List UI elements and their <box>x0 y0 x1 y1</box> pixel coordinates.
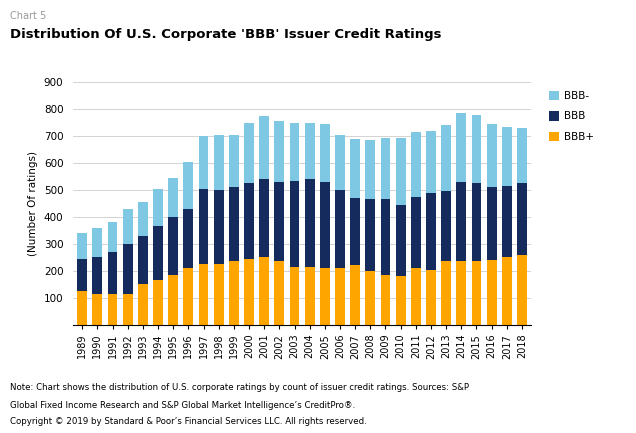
Bar <box>335 268 345 325</box>
Bar <box>229 135 238 187</box>
Bar <box>471 115 481 183</box>
Bar <box>502 257 512 325</box>
Bar <box>487 260 497 325</box>
Bar <box>198 189 209 264</box>
Bar <box>517 255 527 325</box>
Bar <box>441 191 451 262</box>
Bar <box>244 123 254 183</box>
Bar <box>214 264 224 325</box>
Bar <box>183 209 193 268</box>
Bar <box>411 268 421 325</box>
Bar <box>274 262 284 325</box>
Bar <box>78 233 87 259</box>
Bar <box>502 127 512 186</box>
Bar <box>138 202 148 236</box>
Bar <box>289 267 300 325</box>
Bar <box>457 113 466 182</box>
Bar <box>244 259 254 325</box>
Bar <box>214 190 224 264</box>
Bar <box>107 252 118 294</box>
Bar <box>78 291 87 325</box>
Text: Distribution Of U.S. Corporate 'BBB' Issuer Credit Ratings: Distribution Of U.S. Corporate 'BBB' Iss… <box>10 28 441 41</box>
Bar <box>487 187 497 260</box>
Bar <box>350 265 360 325</box>
Bar <box>123 209 133 244</box>
Text: Chart 5: Chart 5 <box>10 11 46 21</box>
Legend: BBB-, BBB, BBB+: BBB-, BBB, BBB+ <box>546 87 597 145</box>
Bar <box>183 268 193 325</box>
Text: Global Fixed Income Research and S&P Global Market Intelligence’s CreditPro®.: Global Fixed Income Research and S&P Glo… <box>10 401 355 410</box>
Bar <box>123 244 133 294</box>
Bar <box>214 135 224 190</box>
Bar <box>366 271 375 325</box>
Bar <box>320 268 330 325</box>
Bar <box>198 264 209 325</box>
Bar <box>107 223 118 252</box>
Bar <box>229 262 238 325</box>
Bar <box>169 178 178 217</box>
Bar <box>335 190 345 268</box>
Bar <box>471 183 481 262</box>
Bar <box>426 131 436 193</box>
Bar <box>380 275 391 325</box>
Bar <box>396 205 406 276</box>
Bar <box>366 200 375 271</box>
Bar <box>457 262 466 325</box>
Bar <box>153 280 163 325</box>
Bar <box>396 276 406 325</box>
Bar <box>92 228 102 257</box>
Bar <box>366 140 375 200</box>
Bar <box>471 262 481 325</box>
Bar <box>517 183 527 255</box>
Bar <box>320 182 330 268</box>
Bar <box>426 269 436 325</box>
Bar <box>153 226 163 280</box>
Text: Copyright © 2019 by Standard & Poor’s Financial Services LLC. All rights reserve: Copyright © 2019 by Standard & Poor’s Fi… <box>10 417 366 426</box>
Bar <box>411 132 421 197</box>
Bar <box>320 124 330 182</box>
Bar <box>457 182 466 262</box>
Bar <box>169 275 178 325</box>
Bar <box>350 139 360 198</box>
Bar <box>502 186 512 257</box>
Bar <box>487 124 497 187</box>
Bar <box>92 294 102 325</box>
Bar <box>305 267 315 325</box>
Y-axis label: (Number Of ratings): (Number Of ratings) <box>28 151 38 256</box>
Bar <box>259 179 269 257</box>
Bar <box>380 138 391 200</box>
Bar <box>123 294 133 325</box>
Bar <box>92 257 102 294</box>
Bar <box>138 284 148 325</box>
Bar <box>183 162 193 209</box>
Bar <box>441 262 451 325</box>
Bar <box>380 200 391 275</box>
Bar <box>335 135 345 190</box>
Bar <box>305 179 315 267</box>
Bar <box>517 128 527 183</box>
Bar <box>138 236 148 284</box>
Bar <box>107 294 118 325</box>
Bar <box>274 182 284 262</box>
Bar <box>198 136 209 189</box>
Text: Note: Chart shows the distribution of U.S. corporate ratings by count of issuer : Note: Chart shows the distribution of U.… <box>10 383 469 392</box>
Bar <box>396 138 406 205</box>
Bar <box>78 259 87 291</box>
Bar <box>289 181 300 267</box>
Bar <box>350 198 360 265</box>
Bar <box>153 189 163 226</box>
Bar <box>441 126 451 191</box>
Bar <box>229 187 238 262</box>
Bar <box>169 217 178 275</box>
Bar <box>305 123 315 179</box>
Bar <box>259 257 269 325</box>
Bar <box>274 121 284 182</box>
Bar <box>244 183 254 259</box>
Bar <box>259 116 269 179</box>
Bar <box>411 197 421 268</box>
Bar <box>426 193 436 269</box>
Bar <box>289 123 300 181</box>
